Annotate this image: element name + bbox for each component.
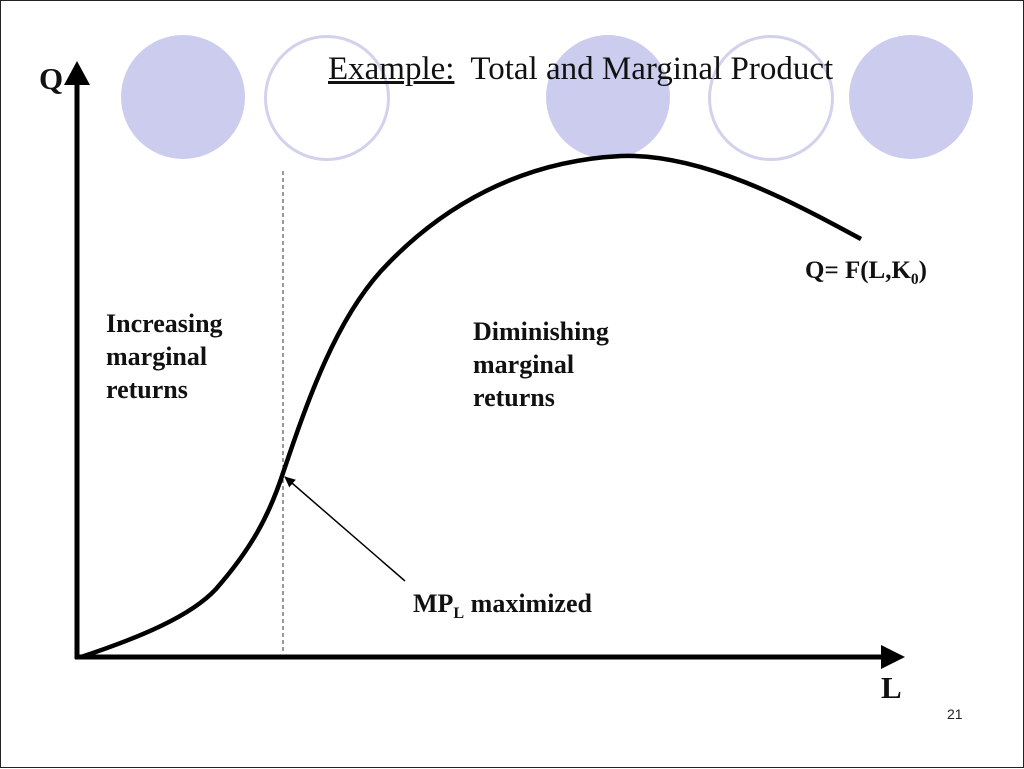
decorative-ring-2 (708, 35, 834, 161)
decorative-circle-3 (849, 35, 973, 159)
annotation-arrow (284, 476, 406, 582)
annotation-subscript: L (453, 605, 465, 623)
annotation-label: MPL maximized (413, 589, 592, 623)
annotation-prefix: MP (413, 589, 454, 618)
curve-label-prefix: Q= F(L,K (805, 257, 911, 284)
decorative-ring-1 (264, 35, 390, 161)
annotation-suffix: maximized (464, 589, 592, 618)
curve-label-suffix: ) (918, 257, 927, 284)
decorative-circle-1 (121, 35, 245, 159)
total-product-curve (80, 153, 863, 660)
region-line: marginal (473, 350, 575, 379)
page-number: 21 (947, 706, 963, 722)
region-label-increasing: Increasing marginal returns (106, 307, 223, 406)
x-axis-label: L (881, 670, 902, 705)
curve-label: Q= F(L,K0) (805, 257, 927, 289)
curve-label-subscript: 0 (910, 271, 919, 288)
region-line: Increasing (106, 309, 223, 338)
region-line: returns (106, 375, 188, 404)
title-rest: Total and Marginal Product (454, 51, 834, 87)
y-axis-label: Q (39, 61, 64, 96)
region-line: returns (473, 383, 555, 412)
x-axis-arrowhead (881, 645, 905, 669)
region-line: marginal (106, 342, 208, 371)
title-prefix: Example: (328, 51, 455, 87)
region-label-diminishing: Diminishing marginal returns (473, 315, 609, 414)
decorative-circle-2 (546, 35, 670, 159)
region-line: Diminishing (473, 317, 609, 346)
y-axis-arrowhead (64, 61, 90, 85)
slide-title: Example: Total and Marginal Product (328, 51, 833, 88)
